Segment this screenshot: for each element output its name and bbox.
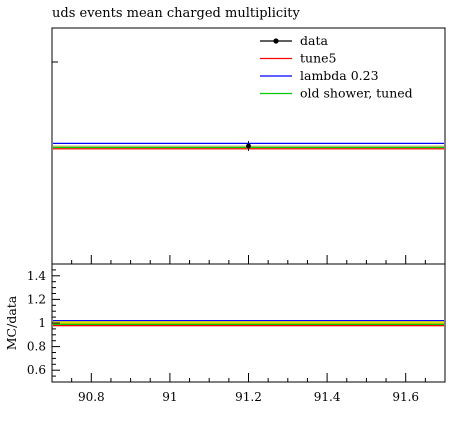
ratio-ytick-label: 0.6 [27,363,46,377]
legend: data tune5 lambda 0.23 old shower, tuned [260,33,413,101]
ratio-plot: 90.8 91 91.2 91.4 91.6 0.6 0.8 1 1.2 1.4 MC/data [4,263,446,404]
ratio-ylabel: MC/data [4,295,19,350]
main-marks [53,141,444,151]
ratio-ytick-label: 0.8 [27,340,46,354]
ratio-marks [53,320,444,327]
legend-label: data [300,33,328,48]
chart-title: uds events mean charged multiplicity [52,6,301,21]
legend-label: lambda 0.23 [300,68,379,83]
ratio-xtick-label: 91.6 [392,390,419,404]
ratio-ytick-label: 1.4 [27,269,46,283]
legend-label: old shower, tuned [300,86,413,101]
ratio-ticks: 90.8 91 91.2 91.4 91.6 0.6 0.8 1 1.2 1.4 [27,263,446,404]
ratio-xtick-label: 91.4 [314,390,341,404]
main-ticks [51,61,446,264]
ratio-ytick-label: 1 [38,316,46,330]
ratio-xtick-label: 91.2 [235,390,262,404]
legend-label: tune5 [300,51,336,66]
legend-marker [273,38,279,44]
ratio-xtick-label: 90.8 [78,390,105,404]
main-plot: data tune5 lambda 0.23 old shower, tuned [51,27,446,265]
data-point [246,143,251,149]
ratio-ytick-label: 1.2 [27,292,46,306]
ratio-xtick-label: 91 [162,390,177,404]
